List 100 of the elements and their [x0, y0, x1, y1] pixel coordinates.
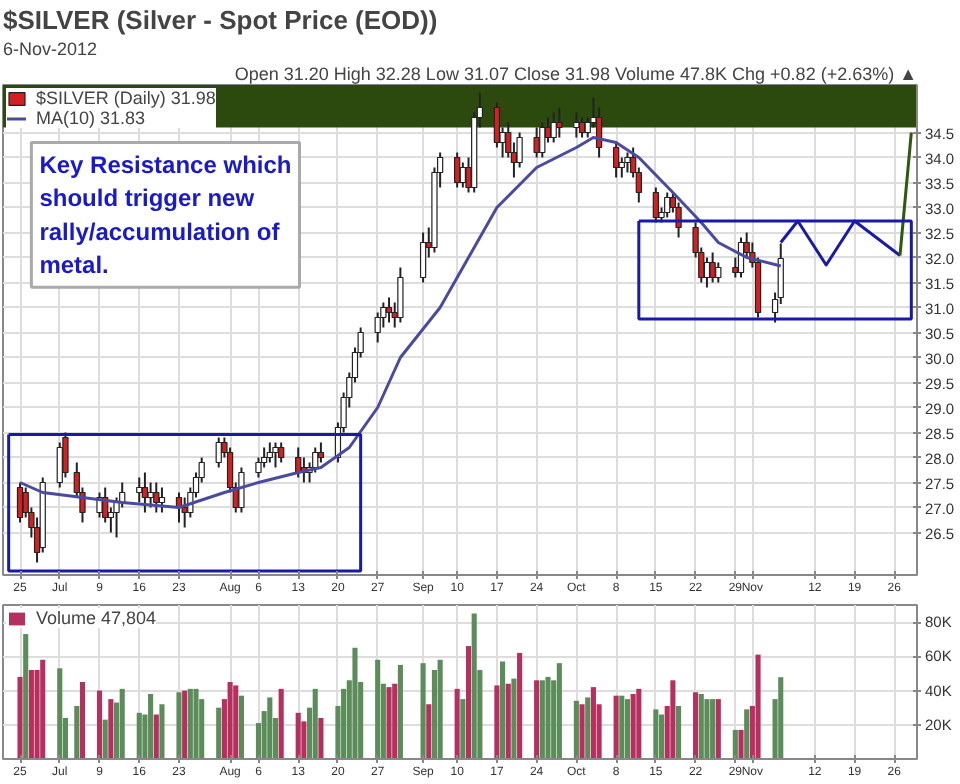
bar: [539, 680, 545, 759]
bar: [590, 687, 596, 759]
bar: [227, 682, 233, 759]
candlestick: [715, 261, 722, 284]
bar: [28, 670, 34, 759]
candlestick: [147, 481, 154, 509]
bar: [755, 654, 761, 759]
bar: [119, 688, 125, 759]
candlestick: [419, 231, 427, 284]
bar: [352, 647, 358, 759]
chart-title: $SILVER (Silver - Spot Price (EOD)): [3, 5, 438, 35]
bar: [148, 693, 154, 759]
candlestick: [255, 456, 262, 479]
bar: [278, 688, 284, 759]
candlestick: [664, 191, 671, 219]
bar: [187, 688, 193, 759]
bar: [744, 709, 750, 759]
bar: [216, 707, 222, 759]
candlestick: [709, 251, 716, 284]
legend-label: Volume 47,804: [36, 608, 157, 628]
bar: [534, 680, 540, 759]
bar: [465, 646, 472, 759]
bar: [176, 692, 182, 759]
bar: [704, 699, 710, 759]
bar: [17, 676, 23, 759]
bar: [613, 695, 619, 759]
bar: [556, 663, 562, 759]
candlestick: [272, 441, 279, 469]
candlestick: [652, 186, 660, 224]
bar: [312, 688, 318, 759]
bar: [437, 659, 443, 759]
candlestick: [556, 106, 563, 139]
bar: [511, 678, 517, 759]
bar: [40, 659, 46, 759]
bar: [375, 659, 381, 759]
bar: [494, 685, 500, 759]
bar: [96, 690, 103, 759]
candlestick: [16, 481, 24, 524]
bar: [233, 685, 239, 759]
candlestick: [573, 111, 580, 139]
candlestick: [385, 296, 393, 324]
bar: [505, 683, 511, 759]
candlestick: [578, 116, 586, 139]
text: Open 31.20 High 32.28 Low 31.07 Close 31.98 Volume 47.8K Chg +0.82 (+2.63%) ▲: [234, 64, 917, 84]
bar: [471, 613, 477, 759]
candlestick: [550, 111, 557, 144]
legend-label: MA(10) 31.83: [36, 108, 146, 128]
bar: [420, 663, 426, 759]
bar: [676, 705, 682, 759]
bar: [295, 712, 301, 759]
bar: [238, 695, 244, 759]
bar: [108, 699, 114, 759]
bar: [386, 687, 392, 759]
bar: [517, 652, 523, 759]
bar: [102, 719, 108, 759]
annotation: Key Resistance which should trigger new rally/accumulation of metal.: [39, 150, 292, 280]
bar: [57, 668, 63, 759]
bar: [619, 695, 625, 759]
bar: [153, 714, 159, 759]
candlestick: [397, 266, 404, 324]
bar: [74, 705, 80, 759]
bar: [653, 709, 659, 759]
bar: [630, 693, 636, 759]
bar: [136, 712, 142, 759]
bar: [23, 634, 29, 759]
bar: [715, 699, 721, 759]
candlestick: [136, 476, 143, 504]
bar: [341, 688, 347, 759]
bar: [579, 704, 585, 759]
bar: [454, 688, 460, 759]
candlestick: [153, 481, 160, 514]
bar: [267, 697, 273, 759]
legend-label: $SILVER (Daily) 31.98: [36, 88, 216, 108]
bar: [693, 692, 699, 759]
bar: [318, 717, 324, 759]
bar: [545, 676, 551, 759]
bar: [573, 700, 579, 759]
candlestick: [539, 121, 546, 159]
bar: [426, 704, 432, 759]
candlestick: [454, 151, 461, 189]
bar: [460, 699, 466, 759]
candlestick: [612, 141, 620, 179]
candlestick: [278, 441, 285, 464]
candlestick: [624, 151, 631, 174]
candlestick: [238, 466, 245, 514]
bar: [159, 704, 165, 759]
bar: [710, 699, 716, 759]
bar: [392, 683, 398, 759]
bar: [698, 693, 704, 759]
bar: [193, 688, 199, 759]
chart-subtitle: 6-Nov-2012: [3, 39, 98, 59]
bar: [500, 661, 506, 759]
bar: [658, 714, 665, 759]
bar: [624, 699, 631, 759]
bar: [182, 690, 188, 759]
bar: [301, 721, 307, 759]
bar: [738, 729, 744, 759]
bar: [636, 688, 642, 759]
bar: [732, 729, 738, 759]
candlestick: [374, 311, 381, 344]
